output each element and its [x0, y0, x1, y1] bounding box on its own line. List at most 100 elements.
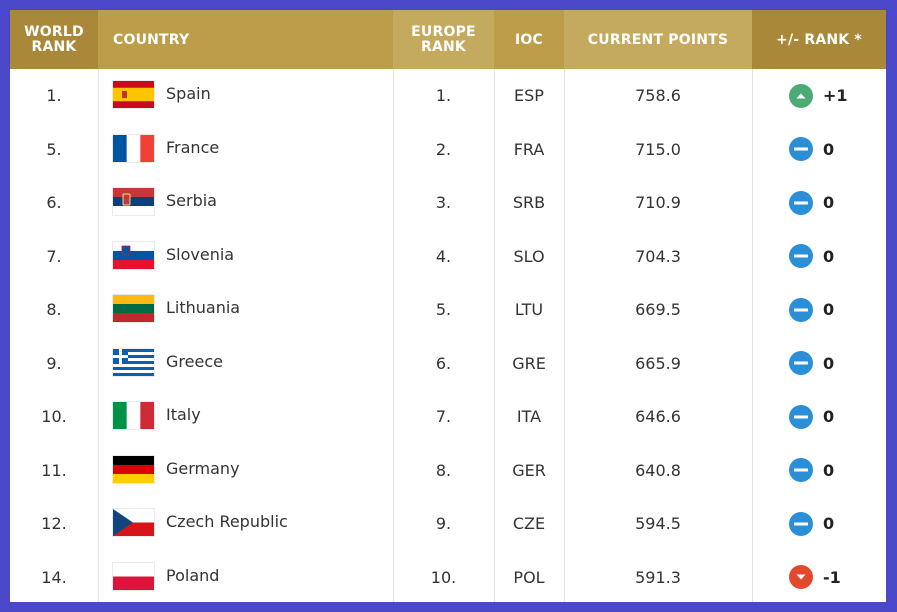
world-rank-cell: 5. — [46, 139, 62, 159]
country-name[interactable]: Czech Republic — [166, 512, 288, 532]
germany-flag-icon — [113, 455, 154, 483]
table-row[interactable]: 1. Spain 1. ESP 758.6 +1 — [10, 69, 886, 123]
world-rank-cell: 8. — [46, 300, 62, 320]
header-europe-rank[interactable]: EUROPE RANK — [393, 10, 494, 69]
world-rank-cell: 6. — [46, 193, 62, 213]
minus-icon — [794, 522, 808, 526]
table-row[interactable]: 9. Greece 6. GRE 665.9 0 — [10, 337, 886, 391]
points-cell: 665.9 — [635, 353, 681, 373]
column-divider — [752, 69, 753, 602]
greece-flag-icon — [113, 348, 154, 376]
points-cell: 704.3 — [635, 246, 681, 266]
arrow-up-badge — [789, 83, 813, 108]
ioc-cell: SLO — [513, 246, 545, 266]
slovenia-flag-icon — [113, 241, 154, 269]
world-rank-cell: 11. — [41, 460, 67, 480]
country-name[interactable]: Spain — [166, 84, 211, 104]
table-row[interactable]: 6. Serbia 3. SRB 710.9 0 — [10, 176, 886, 230]
column-divider — [494, 69, 495, 602]
minus-badge — [789, 511, 813, 536]
table-row[interactable]: 14. Poland 10. POL 591.3 -1 — [10, 551, 886, 605]
ioc-cell: CZE — [512, 514, 546, 534]
rank-change-value: 0 — [823, 139, 835, 159]
points-cell: 594.5 — [635, 514, 681, 534]
minus-icon — [794, 201, 808, 205]
table-row[interactable]: 7. Slovenia 4. SLO 704.3 0 — [10, 230, 886, 284]
rank-change-value: 0 — [823, 353, 835, 373]
minus-icon — [794, 468, 808, 472]
rank-change-value: 0 — [823, 300, 835, 320]
europe-rank-cell: 2. — [435, 139, 452, 159]
points-cell: 669.5 — [635, 300, 681, 320]
country-name[interactable]: Poland — [166, 565, 220, 585]
country-name[interactable]: Lithuania — [166, 298, 241, 318]
minus-badge — [789, 137, 813, 162]
arrow-down-icon — [796, 574, 806, 580]
rank-change-value: +1 — [823, 86, 848, 106]
minus-badge — [789, 297, 813, 322]
world-rank-cell: 12. — [41, 514, 67, 534]
ioc-cell: ESP — [514, 86, 544, 106]
header-world-rank[interactable]: WORLD RANK — [10, 10, 98, 69]
ioc-cell: GER — [512, 460, 546, 480]
rank-change-value: 0 — [823, 460, 835, 480]
column-divider — [564, 69, 565, 602]
europe-rank-cell: 4. — [435, 246, 452, 266]
serbia-flag-icon — [113, 188, 154, 216]
europe-rank-cell: 6. — [435, 353, 452, 373]
table-row[interactable]: 10. Italy 7. ITA 646.6 0 — [10, 390, 886, 444]
table-row[interactable]: 12. Czech Republic 9. CZE 594.5 0 — [10, 497, 886, 551]
minus-badge — [789, 458, 813, 483]
world-rank-cell: 10. — [41, 407, 67, 427]
rank-change-value: -1 — [823, 567, 841, 587]
points-cell: 710.9 — [635, 193, 681, 213]
points-cell: 646.6 — [635, 407, 681, 427]
arrow-up-icon — [796, 93, 806, 99]
minus-badge — [789, 404, 813, 429]
poland-flag-icon — [113, 562, 154, 590]
minus-icon — [794, 361, 808, 365]
country-name[interactable]: Serbia — [166, 191, 217, 211]
minus-badge — [789, 244, 813, 269]
points-cell: 591.3 — [635, 567, 681, 587]
rankings-table: WORLD RANK COUNTRY EUROPE RANK IOC CURRE… — [10, 10, 886, 602]
country-name[interactable]: France — [166, 137, 220, 157]
arrow-down-badge — [789, 565, 813, 590]
world-rank-cell: 7. — [46, 246, 62, 266]
header-ioc[interactable]: IOC — [515, 31, 543, 48]
country-name[interactable]: Slovenia — [166, 244, 235, 264]
minus-badge — [789, 351, 813, 376]
france-flag-icon — [113, 134, 154, 162]
ioc-cell: ITA — [516, 407, 542, 427]
points-cell: 715.0 — [635, 139, 681, 159]
minus-icon — [794, 308, 808, 312]
table-row[interactable]: 8. Lithuania 5. LTU 669.5 0 — [10, 283, 886, 337]
europe-rank-cell: 10. — [430, 567, 457, 587]
ioc-cell: SRB — [512, 193, 546, 213]
minus-icon — [794, 254, 808, 258]
rank-change-value: 0 — [823, 514, 835, 534]
header-country[interactable]: COUNTRY — [113, 31, 190, 48]
spain-flag-icon — [113, 81, 154, 109]
ioc-cell: LTU — [514, 300, 544, 320]
ioc-cell: POL — [513, 567, 545, 587]
column-divider — [393, 69, 394, 602]
minus-icon — [794, 147, 808, 151]
country-name[interactable]: Germany — [166, 458, 240, 478]
column-divider — [98, 69, 99, 602]
lithuania-flag-icon — [113, 295, 154, 323]
points-cell: 640.8 — [635, 460, 681, 480]
europe-rank-cell: 3. — [435, 193, 452, 213]
world-rank-cell: 9. — [46, 353, 62, 373]
europe-rank-cell: 7. — [435, 407, 452, 427]
country-name[interactable]: Italy — [166, 405, 201, 425]
ioc-cell: GRE — [512, 353, 546, 373]
country-name[interactable]: Greece — [166, 351, 223, 371]
table-row[interactable]: 5. France 2. FRA 715.0 0 — [10, 123, 886, 177]
table-row[interactable]: 11. Germany 8. GER 640.8 0 — [10, 444, 886, 498]
table-header: WORLD RANK COUNTRY EUROPE RANK IOC CURRE… — [10, 10, 886, 69]
minus-icon — [794, 415, 808, 419]
europe-rank-cell: 9. — [435, 514, 452, 534]
header-current-points[interactable]: CURRENT POINTS — [564, 10, 752, 69]
header-rank-change[interactable]: +/- RANK * — [752, 10, 886, 69]
